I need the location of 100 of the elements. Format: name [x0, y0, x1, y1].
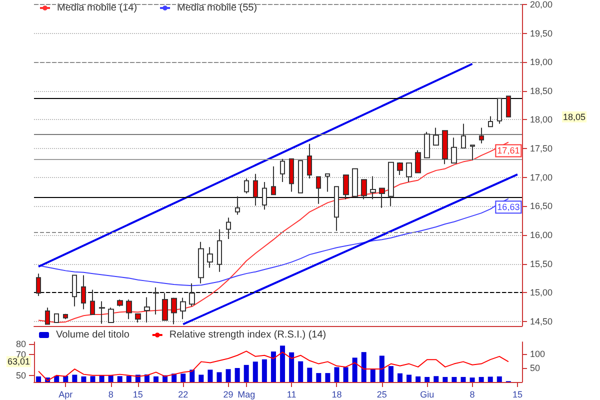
candlestick — [433, 127, 439, 146]
candlestick — [352, 168, 358, 197]
candlestick — [397, 162, 403, 176]
bar — [379, 356, 384, 382]
bar — [416, 376, 421, 382]
bar — [90, 376, 96, 382]
bar — [289, 352, 294, 382]
bar — [81, 376, 86, 382]
candlestick — [451, 137, 457, 164]
legend-label: Volume del titolo — [56, 330, 130, 340]
candlestick — [506, 96, 511, 118]
bar — [54, 376, 60, 382]
candlestick — [271, 166, 276, 196]
candlestick — [298, 160, 303, 194]
candlestick — [289, 158, 294, 192]
y-tick-label: 15,50 — [530, 258, 553, 269]
candlestick — [442, 130, 448, 165]
annotation: 63,01 — [7, 356, 30, 367]
candlestick — [307, 143, 312, 179]
candlestick — [361, 178, 367, 200]
candlestick — [479, 127, 484, 144]
y-tick-label: 18,50 — [530, 86, 553, 96]
bar — [180, 374, 186, 382]
x-tick-label: 22 — [178, 390, 188, 400]
text: 18,05 — [563, 112, 586, 122]
y-tick-label: 18,00 — [530, 114, 553, 125]
candlestick — [406, 162, 412, 182]
bar — [434, 376, 439, 382]
candlestick — [54, 313, 59, 324]
candlestick — [253, 173, 258, 206]
candlestick — [117, 298, 123, 307]
y-tick-label: 17,50 — [530, 144, 553, 154]
candlestick — [217, 228, 222, 272]
candlestick — [325, 173, 330, 192]
y-tick-label: 19,50 — [530, 28, 553, 38]
candlestick — [135, 312, 141, 324]
y2-tick-label: 100 — [530, 349, 546, 360]
x-tick-label: Giu — [420, 390, 434, 400]
bar — [126, 376, 132, 382]
candlestick — [171, 297, 177, 325]
x-tick-label: Mag — [238, 390, 256, 400]
candlestick — [316, 176, 321, 204]
candlestick — [379, 187, 385, 208]
candlestick — [36, 273, 41, 297]
candlestick — [180, 297, 186, 320]
candlestick — [63, 313, 68, 320]
bar — [334, 367, 340, 382]
candlestick — [235, 196, 240, 216]
bar — [488, 376, 493, 382]
candlestick — [189, 282, 195, 307]
x-tick-label: 18 — [332, 390, 342, 400]
bar — [198, 374, 204, 382]
bar — [208, 370, 213, 382]
x-tick-label: 11 — [286, 390, 296, 400]
y-tick-label: 20,00 — [530, 0, 553, 10]
bar — [361, 352, 366, 382]
bar — [343, 367, 348, 382]
y-tick-label: 19,00 — [530, 57, 553, 68]
bar — [226, 369, 231, 382]
candlestick — [470, 144, 475, 161]
candlestick — [497, 98, 502, 124]
x-tick-label: 15 — [512, 390, 522, 400]
bar — [470, 378, 475, 382]
candlestick — [343, 174, 349, 200]
bar — [307, 368, 312, 382]
candlestick — [198, 241, 204, 284]
x-tick-label: Apr — [58, 390, 73, 400]
candlestick — [153, 286, 159, 315]
bar — [262, 359, 267, 382]
y-tick-label: 14,50 — [530, 316, 553, 326]
legend-label: Relative strength index (R.S.I.) (14) — [169, 330, 326, 340]
x-tick-label: 15 — [132, 390, 143, 400]
y-tick-label: 16,00 — [530, 230, 553, 240]
bar — [72, 374, 78, 382]
x-tick-label: 29 — [223, 390, 234, 400]
candlestick — [388, 162, 394, 207]
bar — [496, 376, 502, 382]
y-tick-label: 16,50 — [530, 201, 553, 212]
candlestick — [45, 307, 50, 325]
bar — [108, 376, 114, 382]
bar — [452, 376, 457, 382]
candlestick — [90, 289, 95, 315]
candlestick — [244, 178, 249, 194]
data-label: 17,61 — [497, 146, 520, 156]
line-series — [38, 350, 509, 382]
candlestick — [81, 274, 86, 310]
candlestick — [370, 176, 376, 200]
candlestick — [334, 186, 339, 232]
candlestick — [226, 217, 231, 240]
bar — [280, 346, 286, 382]
bar — [270, 352, 276, 382]
x-tick-label: 8 — [470, 390, 475, 400]
bar — [442, 376, 448, 382]
bar — [99, 375, 104, 382]
bar — [478, 376, 484, 382]
bar — [406, 374, 412, 382]
candlestick — [72, 274, 77, 307]
candlestick — [126, 298, 132, 320]
bar — [234, 368, 240, 382]
bar — [190, 370, 195, 382]
